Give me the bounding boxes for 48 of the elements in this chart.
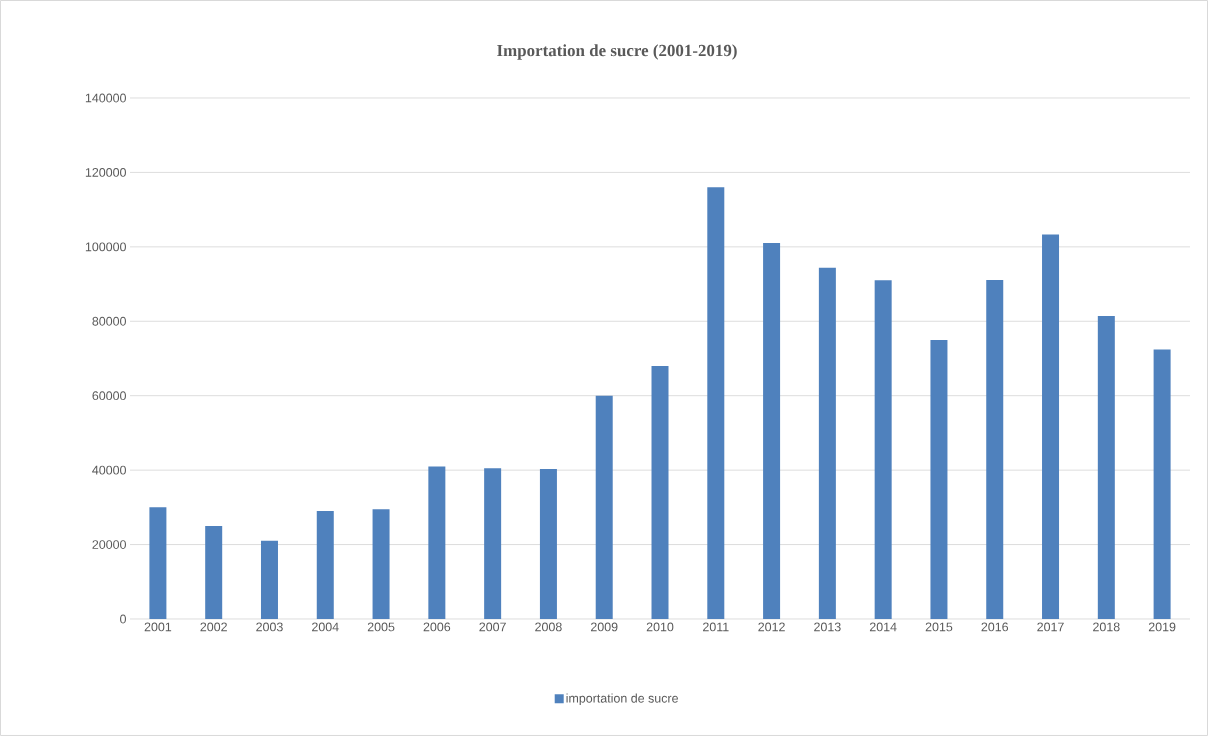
- y-tick-label: 100000: [85, 242, 126, 252]
- x-tick-label: 2014: [869, 622, 897, 632]
- x-tick-label: 2013: [814, 622, 841, 632]
- bar: [484, 468, 502, 619]
- legend-label: importation de sucre: [566, 693, 678, 706]
- x-tick-label: 2010: [646, 622, 674, 632]
- y-tick-label: 140000: [85, 93, 126, 103]
- x-tick-label: 2012: [758, 622, 785, 632]
- x-tick-label: 2006: [423, 622, 451, 632]
- bar: [818, 267, 836, 619]
- x-tick-label: 2018: [1093, 622, 1120, 632]
- bar: [986, 279, 1004, 619]
- y-tick-label: 0: [120, 614, 126, 624]
- x-tick-label: 2015: [925, 622, 953, 632]
- x-tick-label: 2004: [312, 622, 339, 632]
- x-tick-label: 2001: [144, 622, 172, 632]
- bar: [260, 540, 278, 619]
- bar: [372, 509, 390, 619]
- x-tick-label: 2019: [1148, 622, 1176, 632]
- x-tick-label: 2002: [200, 622, 227, 632]
- bar: [1097, 316, 1115, 619]
- y-tick-label: 60000: [92, 391, 126, 401]
- x-tick-label: 2005: [367, 622, 395, 632]
- bar: [149, 507, 167, 619]
- x-tick-label: 2017: [1037, 622, 1064, 632]
- y-tick-label: 80000: [92, 316, 126, 326]
- x-tick-label: 2003: [256, 622, 283, 632]
- x-tick-label: 2016: [981, 622, 1009, 632]
- bar: [205, 525, 223, 619]
- bar: [651, 365, 669, 619]
- bar: [1042, 234, 1060, 619]
- x-tick-label: 2011: [703, 622, 729, 632]
- y-tick-label: 40000: [92, 465, 126, 475]
- x-tick-label: 2009: [590, 622, 618, 632]
- bar: [428, 466, 446, 619]
- bar: [930, 339, 948, 619]
- bar: [539, 469, 557, 619]
- x-tick-label: 2007: [479, 622, 506, 632]
- bar: [595, 395, 613, 619]
- y-tick-label: 20000: [92, 540, 126, 549]
- bar: [707, 187, 725, 619]
- bar: [763, 243, 781, 619]
- chart-title: Importation de sucre (2001-2019): [497, 44, 737, 60]
- bar: [874, 280, 892, 619]
- bar: [316, 511, 334, 619]
- y-tick-label: 120000: [85, 168, 126, 177]
- x-tick-label: 2008: [535, 622, 562, 632]
- bar: [1153, 349, 1171, 619]
